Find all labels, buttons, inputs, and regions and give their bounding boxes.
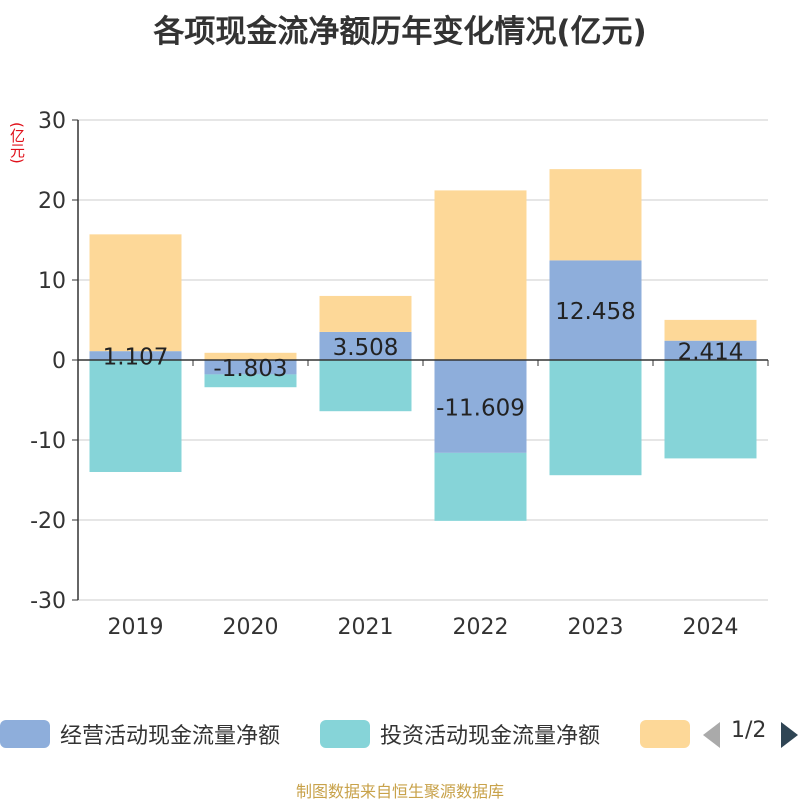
bar-investing-2019 [89, 360, 182, 472]
bar-operating-2019 [89, 351, 182, 360]
y-tick-label: 10 [38, 269, 66, 294]
x-tick-label: 2024 [683, 615, 739, 640]
legend-swatch-third [640, 720, 690, 748]
y-tick-label: -20 [30, 509, 66, 534]
y-axis-unit-label: (亿元) [8, 122, 26, 164]
x-tick-label: 2021 [338, 615, 394, 640]
data-label: 1.107 [103, 345, 169, 371]
x-tick-label: 2023 [568, 615, 624, 640]
bar-third-2021 [319, 295, 412, 332]
bar-operating-2023 [549, 260, 642, 360]
data-label: 12.458 [555, 299, 635, 325]
legend-item-third[interactable] [640, 716, 700, 752]
bar-operating-2022 [434, 360, 527, 453]
bar-third-2024 [664, 319, 757, 341]
legend-prev-page-icon[interactable] [703, 722, 720, 748]
y-tick-label: -10 [30, 429, 66, 454]
legend-item-operating[interactable]: 经营活动现金流量净额 [0, 716, 280, 752]
data-source-note: 制图数据来自恒生聚源数据库 [295, 782, 504, 801]
legend-page-indicator: 1/2 [731, 718, 767, 743]
bar-investing-2020 [204, 374, 297, 388]
bar-third-2022 [434, 190, 527, 360]
bar-operating-2020 [204, 360, 297, 375]
x-tick-label: 2019 [108, 615, 164, 640]
data-label: -1.803 [213, 356, 287, 382]
data-label: -11.609 [436, 395, 525, 421]
legend-next-page-icon[interactable] [781, 722, 798, 748]
bar-investing-2023 [549, 360, 642, 476]
legend-swatch-investing [320, 720, 370, 748]
y-tick-label: 20 [38, 189, 66, 214]
legend-label-operating: 经营活动现金流量净额 [60, 724, 281, 749]
bar-third-2023 [549, 169, 642, 261]
y-tick-label: 30 [38, 109, 66, 134]
data-label: 2.414 [678, 339, 744, 365]
bar-third-2020 [204, 352, 297, 360]
bar-operating-2021 [319, 331, 412, 360]
legend-label-investing: 投资活动现金流量净额 [380, 724, 601, 749]
data-label: 3.508 [333, 335, 399, 361]
legend-item-investing[interactable]: 投资活动现金流量净额 [320, 716, 600, 752]
bar-operating-2024 [664, 340, 757, 360]
cashflow-chart: -30 -20 -10 0 10 20 30 2019 2020 2021 2022 2023 2024… [30, 109, 769, 640]
chart-title: 各项现金流净额历年变化情况(亿元) [153, 14, 647, 50]
legend-swatch-operating [0, 720, 50, 748]
y-tick-label: -30 [30, 589, 66, 614]
bar-third-2019 [89, 234, 182, 352]
bar-investing-2021 [319, 360, 412, 412]
legend: 经营活动现金流量净额 投资活动现金流量净额 [0, 716, 800, 752]
x-tick-label: 2020 [223, 615, 279, 640]
x-tick-label: 2022 [453, 615, 509, 640]
y-tick-label: 0 [52, 349, 66, 374]
bar-investing-2024 [664, 360, 757, 459]
bar-investing-2022 [434, 452, 527, 521]
